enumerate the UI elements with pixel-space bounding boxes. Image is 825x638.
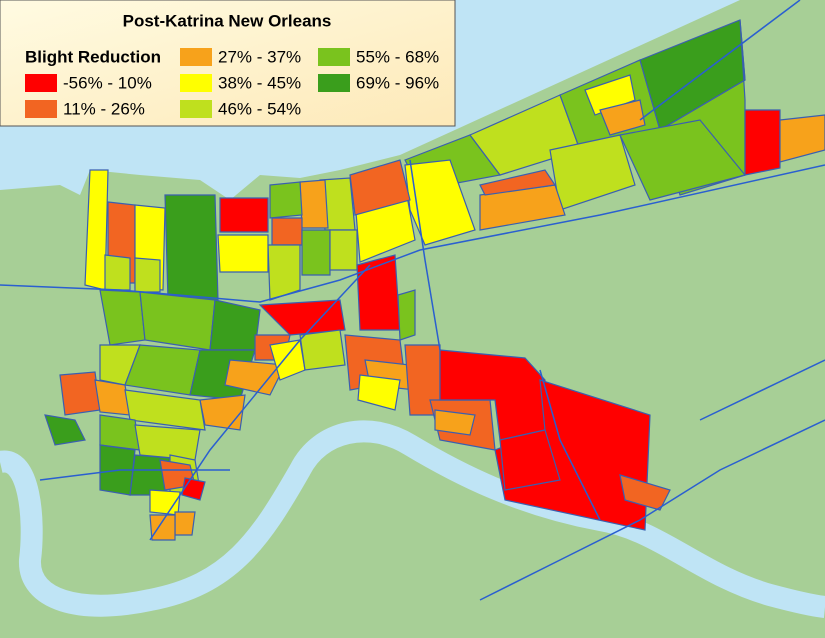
legend-label: 55% - 68% — [356, 47, 439, 66]
legend: Post-Katrina New Orleans Blight Reductio… — [0, 0, 456, 127]
legend-swatch — [25, 74, 57, 92]
neighborhood — [258, 299, 346, 336]
neighborhood — [224, 359, 286, 396]
neighborhoods — [44, 19, 825, 541]
neighborhood — [479, 169, 557, 196]
legend-label: -56% - 10% — [63, 73, 152, 92]
neighborhood — [99, 414, 141, 451]
neighborhood — [59, 371, 101, 416]
neighborhood — [149, 514, 176, 541]
roads — [0, 0, 825, 601]
neighborhood — [357, 374, 401, 411]
road — [0, 164, 825, 303]
map-title: Post-Katrina New Orleans — [123, 11, 332, 30]
road — [479, 419, 825, 601]
neighborhood — [434, 409, 476, 436]
road — [539, 369, 601, 521]
legend-swatch — [318, 74, 350, 92]
legend-label: 69% - 96% — [356, 73, 439, 92]
neighborhood — [499, 429, 561, 491]
legend-swatch — [25, 100, 57, 118]
neighborhood — [599, 99, 646, 136]
road — [639, 0, 801, 121]
legend-box — [0, 0, 456, 127]
neighborhood — [329, 229, 358, 271]
road — [699, 359, 825, 421]
neighborhood — [271, 217, 303, 246]
neighborhood — [267, 244, 301, 301]
neighborhood — [584, 74, 636, 116]
neighborhood — [269, 181, 303, 219]
neighborhood — [397, 289, 416, 341]
neighborhood — [199, 394, 246, 431]
neighborhood — [299, 329, 346, 371]
neighborhood — [139, 291, 216, 351]
legend-label: 46% - 54% — [218, 99, 301, 118]
neighborhood — [619, 474, 671, 511]
neighborhood — [217, 234, 269, 273]
road — [39, 469, 230, 481]
neighborhood — [104, 254, 131, 291]
road — [149, 264, 371, 541]
neighborhood — [779, 114, 825, 163]
neighborhood — [299, 179, 329, 229]
legend-swatch — [180, 48, 212, 66]
neighborhood — [174, 511, 196, 536]
legend-label: 11% - 26% — [63, 99, 145, 118]
neighborhood — [164, 194, 219, 301]
river — [0, 420, 825, 618]
road — [409, 159, 441, 351]
neighborhood — [44, 414, 86, 446]
legend-swatch — [318, 48, 350, 66]
neighborhood — [94, 379, 131, 416]
neighborhood — [134, 424, 201, 461]
legend-swatch — [180, 100, 212, 118]
legend-title: Blight Reduction — [25, 47, 161, 66]
legend-label: 27% - 37% — [218, 47, 301, 66]
neighborhood — [349, 159, 411, 216]
neighborhood — [124, 389, 206, 431]
neighborhood — [134, 257, 161, 293]
legend-swatch — [180, 74, 212, 92]
neighborhood — [219, 197, 269, 233]
neighborhood — [404, 159, 476, 246]
neighborhood — [301, 229, 331, 276]
neighborhood — [744, 109, 781, 176]
legend-label: 38% - 45% — [218, 73, 301, 92]
